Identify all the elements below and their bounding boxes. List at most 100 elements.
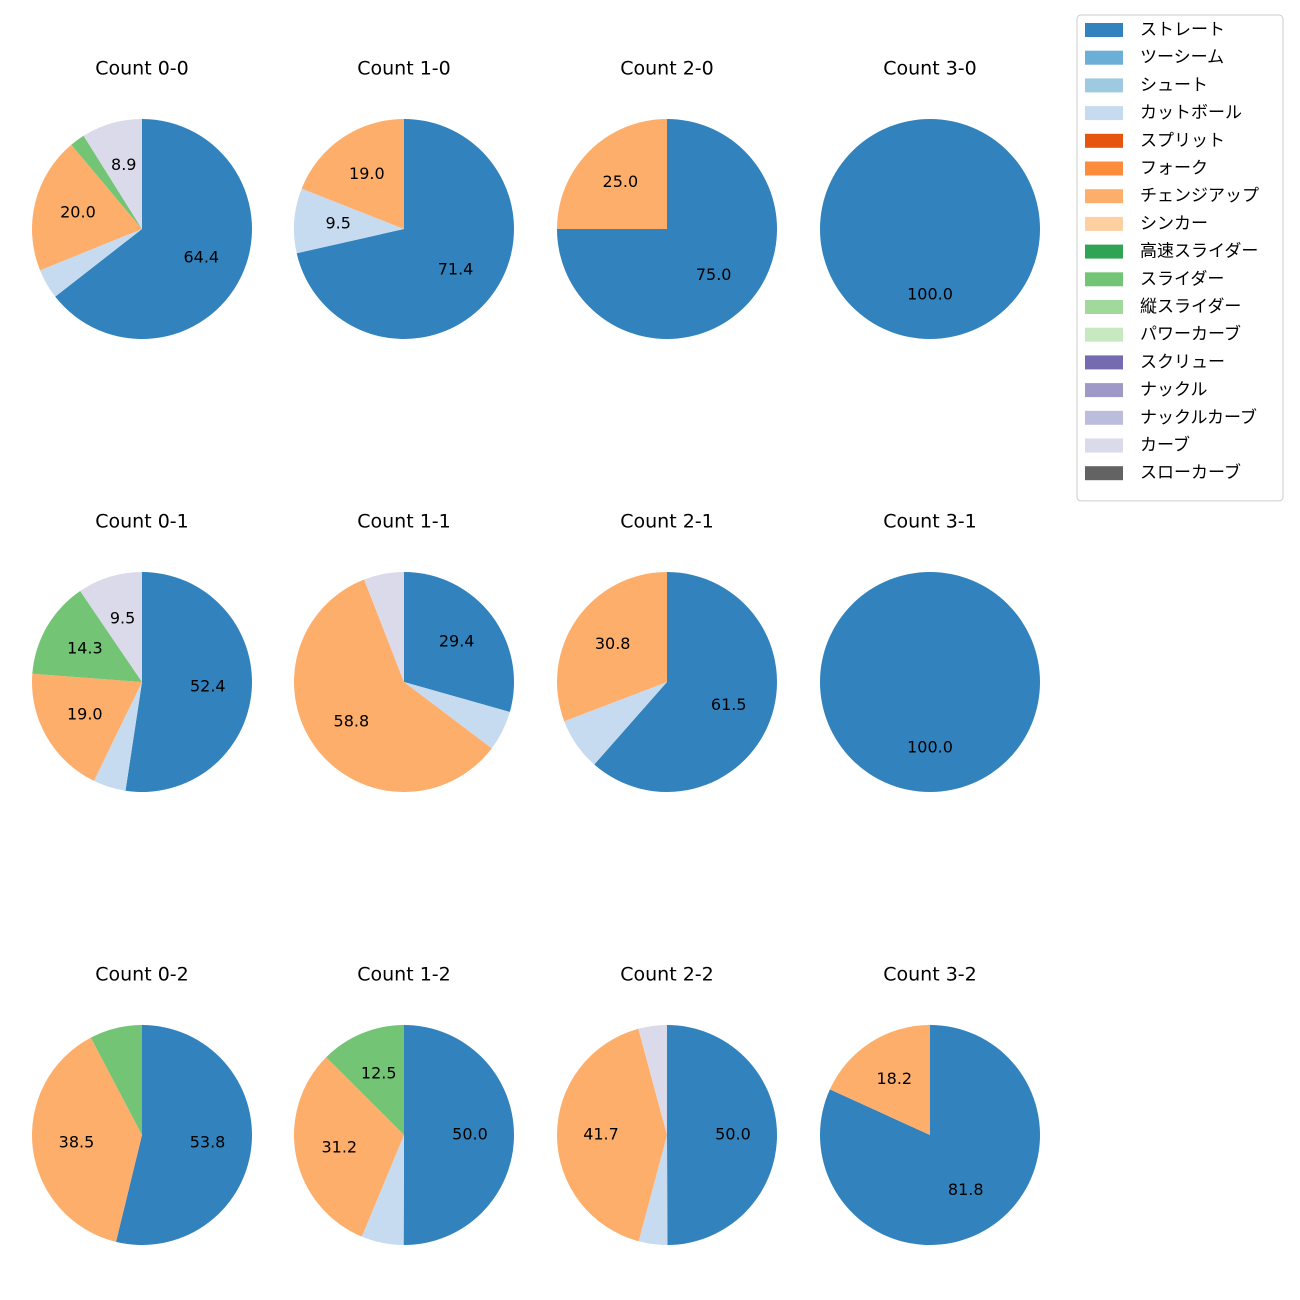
- pie-slice: [55, 119, 252, 339]
- pie-slice: [403, 1025, 514, 1245]
- pie-slice: [638, 1025, 667, 1135]
- pie-slice: [667, 1025, 778, 1245]
- legend-swatch: [1085, 410, 1123, 425]
- legend-label: シンカー: [1140, 214, 1208, 234]
- value-label: 18.2: [876, 1069, 912, 1088]
- value-label: 31.2: [321, 1137, 357, 1156]
- value-label: 19.0: [349, 164, 385, 183]
- chart-title: Count 0-2: [95, 964, 189, 986]
- value-label: 64.4: [183, 247, 219, 266]
- value-label: 14.3: [67, 638, 103, 657]
- legend-swatch: [1085, 161, 1123, 176]
- legend-label: ツーシーム: [1140, 48, 1224, 68]
- pie-slice: [293, 1057, 404, 1237]
- pie-slice: [820, 572, 1040, 792]
- chart-title: Count 3-0: [883, 58, 977, 80]
- legend-label: スクリュー: [1140, 352, 1225, 372]
- legend-label: パワーカーブ: [1140, 324, 1241, 345]
- pie-slice: [32, 591, 143, 682]
- value-label: 29.4: [439, 632, 475, 651]
- legend-label: ナックル: [1140, 380, 1208, 400]
- value-label: 81.8: [948, 1180, 984, 1199]
- value-label: 50.0: [452, 1125, 488, 1144]
- value-label: 58.8: [334, 711, 370, 730]
- value-label: 30.8: [595, 634, 631, 653]
- chart-title: Count 2-1: [620, 511, 714, 533]
- pie-slice: [32, 144, 142, 271]
- pie-slice: [404, 682, 510, 749]
- pie-slice: [115, 1025, 253, 1246]
- pie-slice: [820, 119, 1040, 339]
- legend-label: カーブ: [1140, 435, 1190, 456]
- legend-label: スライダー: [1140, 269, 1224, 289]
- legend-label: カットボール: [1140, 103, 1242, 123]
- chart-title: Count 2-2: [620, 964, 714, 986]
- pie-slice: [31, 1037, 142, 1242]
- pie-slice: [294, 579, 492, 792]
- pie-slice: [296, 119, 514, 339]
- legend-label: ナックルカーブ: [1140, 407, 1257, 428]
- value-label: 100.0: [907, 285, 953, 304]
- legend-swatch: [1085, 355, 1123, 370]
- pie-slice: [829, 1025, 930, 1135]
- value-label: 53.8: [190, 1132, 226, 1151]
- pie-slice: [404, 572, 514, 713]
- legend-swatch: [1085, 106, 1123, 121]
- legend-label: スローカーブ: [1140, 462, 1241, 483]
- value-label: 19.0: [67, 704, 103, 723]
- pie-slice: [638, 1135, 668, 1246]
- chart-title: Count 0-0: [95, 58, 189, 80]
- legend-swatch: [1085, 272, 1123, 287]
- value-label: 100.0: [907, 738, 953, 757]
- legend-swatch: [1085, 50, 1123, 65]
- legend-box: [1076, 14, 1284, 502]
- chart-title: Count 2-0: [620, 58, 714, 80]
- legend-label: 縦スライダー: [1140, 297, 1241, 317]
- chart-title: Count 3-1: [883, 511, 977, 533]
- chart-title: Count 1-0: [357, 58, 451, 80]
- legend-swatch: [1085, 438, 1123, 453]
- legend-swatch: [1085, 23, 1123, 37]
- value-label: 61.5: [711, 695, 747, 714]
- pie-slice: [364, 572, 404, 682]
- legend-swatch: [1085, 244, 1123, 259]
- pie-slice: [301, 119, 404, 229]
- value-label: 12.5: [361, 1064, 397, 1083]
- pie-slice: [90, 1025, 142, 1135]
- pie-slice: [361, 1135, 404, 1245]
- value-label: 52.4: [190, 676, 226, 695]
- pie-slice: [31, 673, 142, 781]
- value-label: 71.4: [438, 260, 474, 279]
- value-label: 38.5: [59, 1133, 95, 1152]
- pie-slice: [594, 572, 777, 792]
- pie-slice: [556, 572, 667, 722]
- legend-swatch: [1085, 383, 1123, 398]
- value-label: 9.5: [110, 608, 135, 627]
- pie-slice: [71, 135, 142, 229]
- pie-slice: [40, 229, 142, 297]
- legend-swatch: [1085, 78, 1123, 93]
- chart-title: Count 3-2: [883, 964, 977, 986]
- pie-slice: [557, 119, 667, 229]
- legend-label: 高速スライダー: [1140, 242, 1258, 262]
- value-label: 8.9: [111, 155, 136, 174]
- pie-slice: [294, 188, 404, 254]
- chart-title: Count 1-1: [357, 511, 451, 533]
- value-label: 50.0: [715, 1124, 751, 1143]
- legend-label: フォーク: [1140, 159, 1208, 179]
- legend-swatch: [1085, 216, 1123, 231]
- legend-swatch: [1085, 133, 1123, 148]
- legend-label: チェンジアップ: [1140, 186, 1259, 206]
- value-label: 9.5: [325, 213, 350, 232]
- value-label: 25.0: [603, 172, 639, 191]
- legend-label: ストレート: [1140, 20, 1225, 40]
- pie-slice: [80, 572, 142, 682]
- pie-slice: [83, 119, 142, 229]
- pie-slice: [326, 1025, 404, 1135]
- value-label: 41.7: [583, 1125, 619, 1144]
- legend-swatch: [1085, 327, 1123, 342]
- legend-swatch: [1085, 466, 1123, 481]
- pie-slice: [564, 682, 667, 765]
- pie-slice: [125, 572, 253, 793]
